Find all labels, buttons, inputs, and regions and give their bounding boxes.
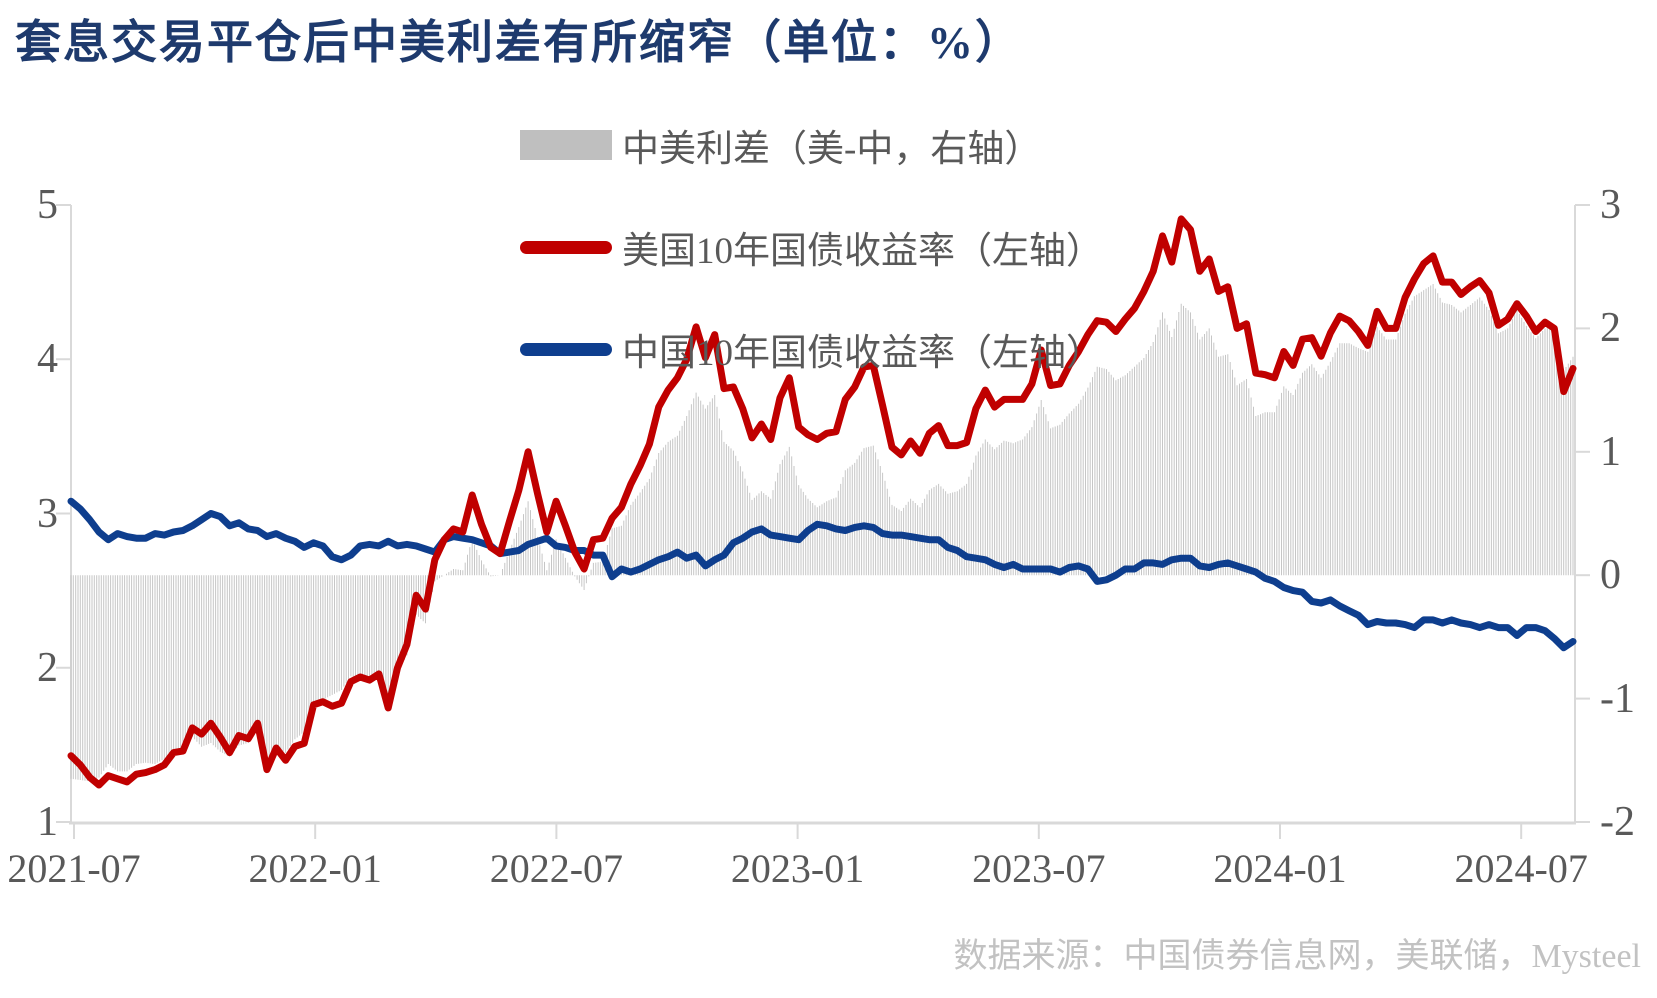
x-axis-tick-label: 2023-01 [730,846,865,891]
spread-bar-swatch-icon [520,130,612,160]
right-axis-tick-label: -1 [1600,675,1635,722]
x-axis-tick-label: 2022-01 [248,846,382,891]
x-axis-tick-label: 2021-07 [7,846,141,891]
right-axis-tick-label: 1 [1600,428,1621,475]
us-10y-line [67,215,1577,789]
left-axis-tick-label: 2 [37,644,58,691]
cn-line-swatch-icon [520,342,612,356]
right-axis-tick-label: -2 [1600,799,1635,845]
left-axis-tick-label: 4 [37,336,58,383]
spread-bars [70,284,1574,782]
legend-item-spread: 中美利差（美-中，右轴） [520,122,1041,170]
cn-10y-line [67,497,1577,652]
x-axis-tick-label: 2022-07 [489,846,624,891]
right-axis-tick-label: 3 [1600,182,1621,228]
x-axis-tick-label: 2023-07 [972,846,1106,891]
x-axis-tick-label: 2024-07 [1454,846,1588,891]
legend-label-cn10y: 中国10年国债收益率（左轴） [622,333,1103,374]
legend-item-cn10y: 中国10年国债收益率（左轴） [520,326,1103,374]
legend-label-us10y: 美国10年国债收益率（左轴） [622,231,1103,272]
left-axis-tick-label: 3 [37,490,58,537]
x-axis-tick-label: 2024-01 [1213,846,1347,891]
left-axis-tick-label: 5 [37,182,58,228]
right-axis-tick-label: 2 [1600,305,1621,352]
right-axis-tick-label: 0 [1600,552,1621,599]
page-title: 套息交易平仓后中美利差有所缩窄（单位：%） [15,17,1023,68]
data-source-note: 数据来源：中国债券信息网，美联储，Mysteel [953,938,1641,975]
us-line-swatch-icon [520,240,612,254]
legend-item-us10y: 美国10年国债收益率（左轴） [520,224,1103,272]
left-axis-tick-label: 1 [37,799,58,845]
legend-label-spread: 中美利差（美-中，右轴） [622,129,1042,170]
